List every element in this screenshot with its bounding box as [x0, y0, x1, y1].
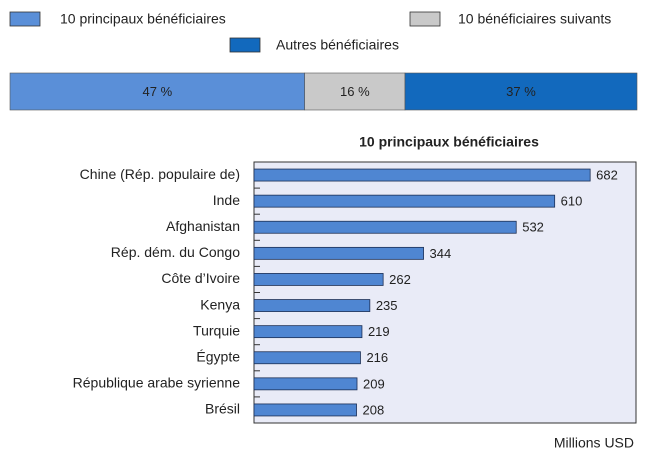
segment-label: 37 %	[506, 84, 536, 99]
value-label: 532	[522, 220, 544, 235]
y-tick-label: Rép. dém. du Congo	[111, 244, 240, 260]
value-label: 208	[363, 402, 385, 417]
bar	[253, 168, 591, 182]
y-tick-label: Chine (Rép. populaire de)	[80, 166, 240, 182]
legend-label: Autres bénéficiaires	[276, 37, 399, 53]
bar	[253, 299, 371, 312]
y-tick-label: Kenya	[200, 296, 240, 312]
bar	[253, 273, 384, 286]
y-tick-label: Afghanistan	[166, 218, 240, 234]
legend-swatch	[229, 37, 261, 53]
segment	[404, 72, 638, 111]
segment-label: 47 %	[143, 84, 173, 99]
segment	[9, 72, 305, 111]
bar	[253, 220, 517, 234]
y-tick-label: République arabe syrienne	[73, 375, 241, 391]
y-tick-label: Côte d’Ivoire	[161, 270, 240, 286]
bar	[253, 351, 361, 365]
x-axis-label: Millions USD	[554, 435, 634, 451]
segment	[304, 72, 406, 111]
value-label: 344	[430, 246, 452, 261]
y-tick-label: Inde	[213, 192, 240, 208]
legend-swatch	[409, 11, 441, 27]
legend-label: 10 bénéficiaires suivants	[458, 11, 611, 27]
y-tick-label: Brésil	[205, 401, 240, 417]
y-tick-label: Égypte	[196, 348, 240, 364]
value-label: 262	[389, 272, 411, 287]
legend-swatch	[9, 11, 41, 27]
y-tick-label: Turquie	[193, 322, 240, 338]
bar	[253, 194, 556, 208]
value-label: 216	[366, 350, 388, 365]
value-label: 682	[596, 167, 618, 182]
value-label: 219	[368, 324, 390, 339]
value-label: 209	[363, 376, 385, 391]
bar	[253, 377, 358, 391]
segment-label: 16 %	[340, 84, 370, 99]
value-label: 610	[561, 194, 583, 209]
value-label: 235	[376, 298, 398, 313]
bar	[253, 246, 424, 260]
legend-label: 10 principaux bénéficiaires	[60, 11, 226, 27]
bar	[253, 403, 357, 417]
chart-title: 10 principaux bénéficiaires	[359, 134, 539, 150]
bar	[253, 325, 363, 339]
